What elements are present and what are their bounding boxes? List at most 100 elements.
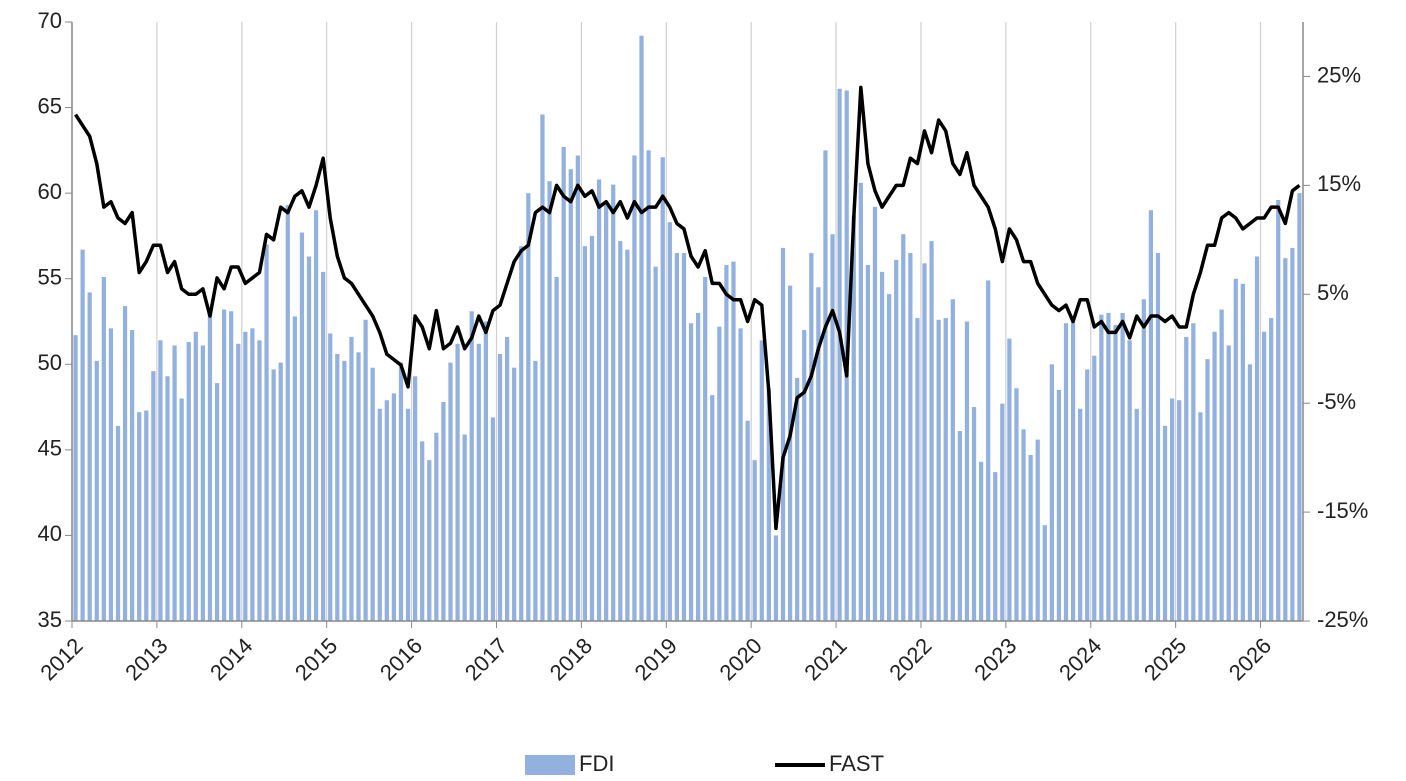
bar <box>816 287 821 621</box>
bar <box>1247 364 1253 621</box>
bar <box>872 206 878 621</box>
bar <box>1162 425 1168 621</box>
bar <box>540 114 545 621</box>
bar <box>1155 253 1161 622</box>
bar <box>568 169 573 621</box>
bar <box>795 377 800 621</box>
bar <box>165 376 170 621</box>
bar <box>328 333 333 621</box>
bar <box>483 321 488 621</box>
bar <box>87 292 92 621</box>
bar <box>94 360 99 621</box>
legend-label: FAST <box>829 751 884 776</box>
x-tick-label: 2017 <box>460 633 512 685</box>
bar <box>667 222 672 622</box>
x-tick-label: 2019 <box>630 633 682 685</box>
bar <box>101 277 106 621</box>
bar <box>1049 364 1054 621</box>
legend-swatch <box>525 755 575 775</box>
y-tick-label: 50 <box>38 350 62 375</box>
bar <box>936 319 941 621</box>
bar <box>1021 429 1026 621</box>
bar <box>547 181 552 622</box>
bar <box>80 249 85 621</box>
bar <box>313 210 319 621</box>
bar <box>384 400 389 621</box>
bar <box>221 309 227 621</box>
bar <box>901 234 906 621</box>
bar <box>306 256 312 621</box>
bar <box>745 420 750 621</box>
bar <box>1169 398 1175 621</box>
bar <box>717 326 722 621</box>
bar <box>1269 318 1274 621</box>
bar <box>660 157 665 621</box>
bar <box>1240 283 1245 621</box>
bar <box>370 367 375 621</box>
bar <box>130 330 135 621</box>
bar <box>179 398 184 621</box>
x-tick-label: 2024 <box>1054 633 1106 685</box>
bar <box>1233 278 1238 621</box>
bar <box>1191 323 1196 621</box>
bar <box>115 425 121 621</box>
bar <box>1085 369 1090 621</box>
x-tick-label: 2020 <box>715 633 767 685</box>
bar <box>1120 312 1125 621</box>
y2-tick-label: 5% <box>1317 280 1349 305</box>
x-tick-label: 2012 <box>35 633 87 685</box>
bar <box>1106 312 1111 621</box>
bar <box>1198 412 1203 621</box>
bar <box>292 316 297 621</box>
bar <box>582 246 588 621</box>
bar <box>851 215 856 622</box>
bar <box>1134 408 1139 621</box>
bar <box>462 434 467 621</box>
bar <box>632 155 637 621</box>
x-tick-label: 2014 <box>205 633 257 685</box>
bar <box>759 340 764 621</box>
bar <box>604 203 609 621</box>
bar <box>915 318 920 621</box>
bar <box>879 271 885 621</box>
bar <box>1205 359 1210 621</box>
bar <box>971 407 977 621</box>
bar <box>108 328 114 621</box>
bar <box>724 265 729 621</box>
bar <box>526 193 531 621</box>
bar <box>497 354 503 621</box>
bar <box>1063 323 1069 621</box>
bar <box>639 35 644 622</box>
legend-label: FDI <box>579 751 614 776</box>
bar <box>589 235 595 621</box>
bar <box>738 328 743 621</box>
x-tick-label: 2022 <box>884 633 936 685</box>
bar <box>1261 331 1267 621</box>
bar <box>887 294 892 621</box>
x-tick-label: 2018 <box>545 633 597 685</box>
bar <box>1141 299 1146 621</box>
bar <box>519 246 524 621</box>
bar <box>993 472 998 621</box>
y-tick-label: 55 <box>38 265 62 290</box>
bar <box>646 150 651 621</box>
bar <box>321 271 326 621</box>
bar <box>703 277 708 621</box>
x-tick-label: 2021 <box>799 633 851 685</box>
bar <box>894 259 899 621</box>
x-tick-label: 2025 <box>1139 633 1191 685</box>
bar <box>731 261 736 621</box>
bar <box>1290 247 1295 621</box>
bar <box>427 460 432 621</box>
bar <box>618 241 623 621</box>
bar <box>441 401 446 621</box>
bar <box>986 280 991 621</box>
bar <box>575 155 580 621</box>
bar <box>490 417 496 621</box>
y2-tick-label: -15% <box>1317 498 1368 523</box>
bar <box>1113 324 1118 621</box>
bar <box>596 179 602 622</box>
bar <box>830 234 835 621</box>
bar <box>243 331 248 621</box>
